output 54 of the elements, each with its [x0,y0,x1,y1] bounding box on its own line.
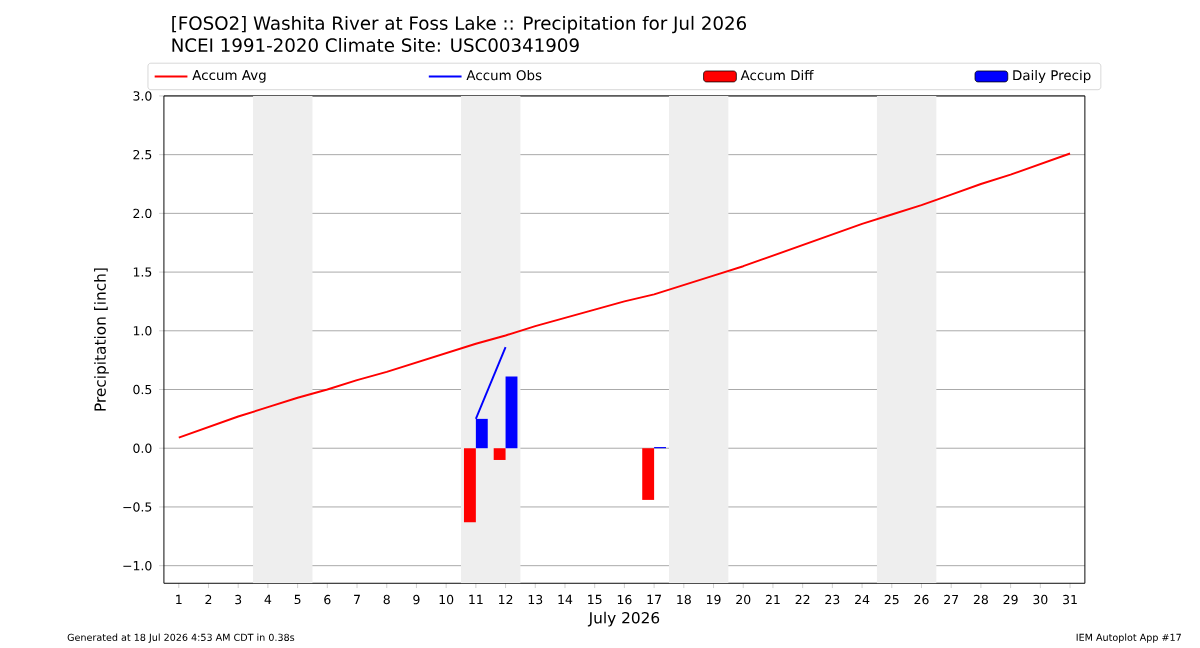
y-tick-label: 2.5 [133,150,152,160]
x-tick-label: 17 [647,595,661,605]
x-tick-label: 22 [795,595,810,605]
legend-label: Daily Precip [1013,70,1091,84]
y-tick-label: −0.5 [123,502,152,512]
y-tick-label: 0.0 [133,443,152,454]
x-tick-label: 31 [1063,595,1077,605]
x-axis-title: July 2026 [587,611,660,627]
x-tick-label: 6 [324,595,331,605]
x-tick-label: 9 [413,595,420,605]
text: IEM Autoplot App #17 [1076,633,1181,644]
x-tick-label: 19 [706,595,721,605]
x-tick-label: 21 [765,595,780,605]
x-tick-label: 28 [973,595,988,605]
x-tick-label: 25 [884,595,899,605]
bar [642,448,655,501]
bar [505,376,518,449]
y-axis-title: Precipitation [inch] [94,268,109,411]
x-tick-label: 16 [617,595,632,605]
bar [493,448,506,461]
x-tick-label: 4 [264,595,272,605]
x-tick-label: 29 [1003,595,1018,605]
x-tick-label: 3 [235,595,242,605]
y-tick-label: 3.0 [133,91,152,101]
x-tick-label: 15 [588,595,602,605]
legend-label: Accum Avg [192,70,266,83]
x-tick-label: 18 [677,595,691,605]
x-tick-label: 10 [439,595,454,605]
x-tick-label: 5 [294,595,301,605]
x-tick-label: 26 [914,595,929,605]
x-tick-label: 24 [855,595,870,605]
legend-label: Accum Obs [466,70,542,81]
y-tick-label: −1.0 [123,561,152,571]
x-tick-label: 2 [205,595,212,605]
chart-subtitle: NCEI 1991-2020 Climate Site: USC00341909 [172,38,579,53]
text: Generated at 18 Jul 2026 4:53 AM CDT in 0.38s [67,633,295,643]
x-tick-label: 23 [825,595,840,605]
y-tick-label: 2.0 [133,208,152,219]
x-tick-label: 11 [469,595,483,605]
x-tick-label: 27 [944,595,959,605]
y-tick-label: 0.5 [133,385,152,395]
x-tick-label: 8 [383,595,390,605]
x-tick-label: 30 [1033,595,1048,605]
legend-label: Accum Diff [740,70,814,81]
x-tick-label: 12 [498,595,513,605]
x-tick-label: 1 [176,595,182,605]
x-tick-label: 7 [354,595,360,605]
y-tick-label: 1.0 [133,326,152,336]
x-tick-label: 14 [558,595,573,605]
chart-title: [FOSO2] Washita River at Foss Lake :: Precipitation for Jul 2026 [172,16,747,34]
x-tick-label: 13 [528,595,543,605]
bar [463,448,476,523]
x-tick-label: 20 [736,595,751,605]
y-tick-label: 1.5 [133,267,152,277]
